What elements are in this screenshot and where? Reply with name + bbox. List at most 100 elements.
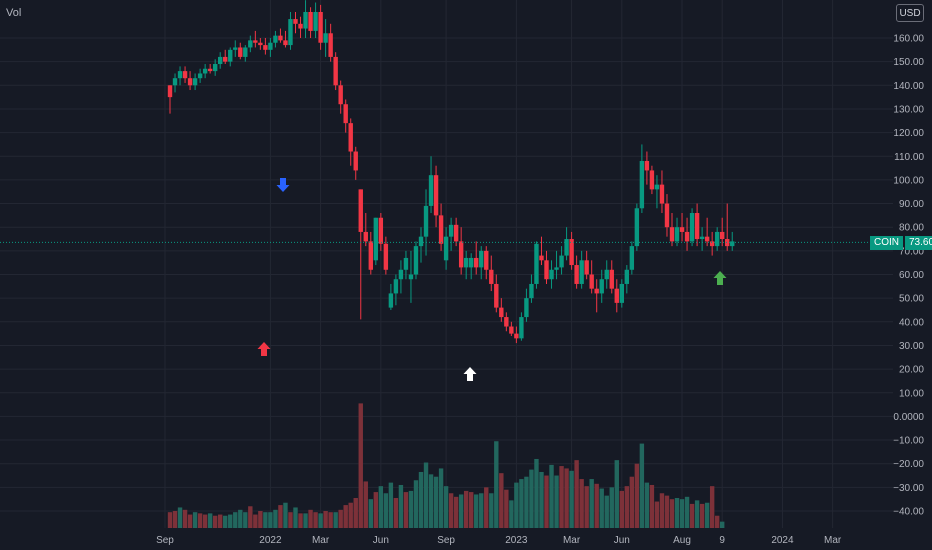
volume-bar [338,509,343,528]
price-tick-label: 110.00 [894,152,924,163]
candle-body [323,33,328,43]
candle-body [730,241,735,247]
volume-bar [278,505,283,528]
price-tick-label: 70.00 [899,246,924,257]
volume-bar [313,512,318,528]
candle-body [644,160,650,171]
candle-body [539,255,544,261]
price-tick-label: 30.00 [899,341,924,352]
currency-button[interactable]: USD [896,4,924,22]
time-tick-label: Aug [673,535,691,546]
volume-bar [664,495,670,528]
volume-bar [514,482,519,528]
volume-bars [167,403,725,528]
candle-body [514,333,519,339]
volume-label: Vol [6,7,22,19]
volume-bar [559,466,564,528]
volume-bar [564,468,569,528]
candle-body [318,11,323,43]
volume-bar [549,464,554,528]
price-tick-label: 80.00 [899,223,924,234]
candle-body [634,208,640,247]
candle-body [428,175,434,206]
price-tick-label: −30.00 [893,483,924,494]
candle-body [248,40,253,48]
volume-bar [469,492,474,528]
volume-bar [243,512,248,528]
candle-body [559,255,564,268]
candle-body [218,56,223,65]
candle-body [458,241,464,268]
candle-body [363,231,368,242]
volume-bar [443,486,449,528]
symbol-label: COIN [870,236,903,250]
volume-bar [298,513,303,528]
time-tick-label: Mar [312,535,330,546]
candle-body [207,68,213,72]
volume-bar [172,511,178,528]
candle-body [373,217,379,261]
time-tick-label: Mar [563,535,581,546]
volume-bar [383,493,389,528]
candle-body [494,283,499,308]
volume-bar [293,507,298,528]
candle-body [288,19,293,46]
time-tick-label: 2023 [505,535,528,546]
candle-body [358,189,363,232]
candle-body [303,11,308,29]
candle-body [564,239,569,256]
candle-body [388,293,394,308]
candle-body [378,217,384,244]
candle-body [273,35,278,43]
candle-body [649,170,655,190]
volume-bar [187,514,193,528]
volume-bar [534,458,539,528]
price-tick-label: 60.00 [899,270,924,281]
volume-bar [423,462,429,528]
volume-bar [448,493,454,528]
volume-bar [378,486,384,528]
candle-body [604,269,609,280]
candle-body [308,11,313,31]
volume-bar [323,511,328,528]
volume-bar [679,499,685,528]
candle-body [283,40,288,46]
volume-bar [258,511,263,528]
volume-bar [358,403,363,528]
candle-body [534,243,539,284]
volume-bar [403,492,409,528]
volume-bar [604,495,609,528]
candle-body [504,317,509,327]
price-tick-label: −10.00 [893,436,924,447]
candle-body [212,64,218,72]
candle-body [418,236,424,247]
volume-bar [669,499,675,528]
volume-bar [594,483,599,528]
candle-body [453,224,459,242]
volume-bar [458,494,464,528]
candle-body [187,78,193,86]
candle-body [172,78,178,86]
candle-body [624,269,630,284]
volume-bar [629,476,635,528]
volume-bar [659,493,665,528]
volume-bar [579,479,584,528]
volume-bar [303,513,308,528]
volume-bar [413,480,419,528]
candle-body [639,160,645,209]
candle-body [725,239,730,247]
price-tick-label: 160.00 [893,34,924,45]
white-up-arrow-icon [463,367,477,381]
volume-bar [599,488,604,528]
candle-body [594,288,599,294]
time-tick-label: Jun [614,535,630,546]
time-axis: Sep 2022 Mar Jun Sep 2023 Mar Jun Aug 9 2024 Mar [156,535,842,546]
last-price-tag: COIN 73.60 [870,236,932,250]
candle-body [338,85,343,105]
candle-body [654,184,660,190]
volume-bar [609,487,614,528]
candle-body [689,213,695,242]
volume-bar [619,490,624,528]
volume-bar [720,521,725,528]
